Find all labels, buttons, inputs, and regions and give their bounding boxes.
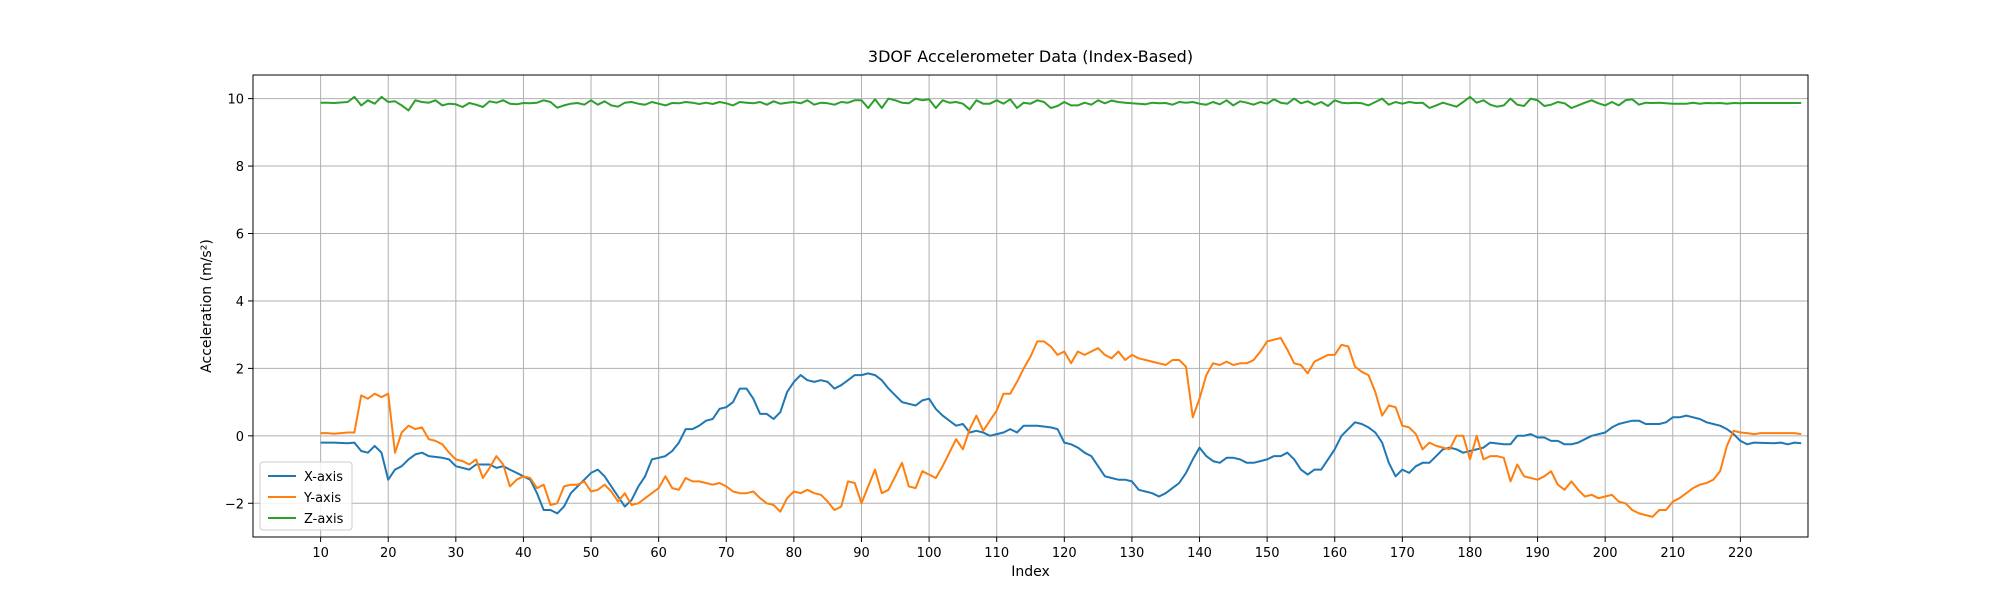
x-axis-title: Index [1011,564,1050,580]
x-tick-label: 190 [1525,546,1550,561]
y-axis-title: Acceleration (m/s²) [199,239,215,373]
x-tick-label: 60 [650,546,667,561]
legend-box [259,461,353,531]
x-tick-label: 90 [853,546,870,561]
series-line-y-axis [320,337,1802,518]
x-tick-label: 220 [1728,546,1753,561]
x-tick-label: 10 [312,546,329,561]
x-tick-label: 100 [917,546,942,561]
y-tick-label: 2 [236,362,244,377]
legend-label: X-axis [304,470,343,485]
y-tick-label: 8 [236,160,244,175]
x-tick-label: 80 [786,546,803,561]
x-tick-label: 30 [448,546,465,561]
plot-frame [252,74,1809,538]
legend-entry: Y-axis [268,491,341,506]
x-tick-label: 120 [1052,546,1077,561]
legend-entry: Z-axis [268,512,344,527]
x-tick-label: 180 [1458,546,1483,561]
axis-ticks: 10 20 30 40 50 60 70 80 90 100 110 120 130 140 150 160 1… [225,93,1753,561]
x-tick-label: 140 [1187,546,1212,561]
y-tick-label: 0 [236,430,244,445]
y-tick-label: 6 [236,227,244,242]
series-line-x-axis [320,372,1802,515]
x-tick-label: 160 [1322,546,1347,561]
legend-label: Z-axis [304,512,344,527]
grid-lines [253,75,1808,537]
x-tick-label: 50 [583,546,600,561]
x-tick-label: 20 [380,546,397,561]
legend-entry: X-axis [268,470,343,485]
x-tick-label: 170 [1390,546,1415,561]
legend: X-axis Y-axis Z-axis [259,461,353,531]
x-tick-label: 110 [984,546,1009,561]
x-tick-label: 210 [1660,546,1685,561]
y-tick-label: 10 [227,93,244,108]
x-tick-label: 150 [1255,546,1280,561]
x-tick-label: 130 [1119,546,1144,561]
x-tick-label: 70 [718,546,735,561]
y-tick-label: 4 [236,295,244,310]
legend-label: Y-axis [303,491,341,506]
series-lines [320,95,1802,518]
chart-title: 3DOF Accelerometer Data (Index-Based) [868,47,1193,66]
y-tick-label: −2 [225,497,244,512]
x-tick-label: 40 [515,546,532,561]
x-tick-label: 200 [1593,546,1618,561]
series-line-z-axis [320,95,1802,112]
